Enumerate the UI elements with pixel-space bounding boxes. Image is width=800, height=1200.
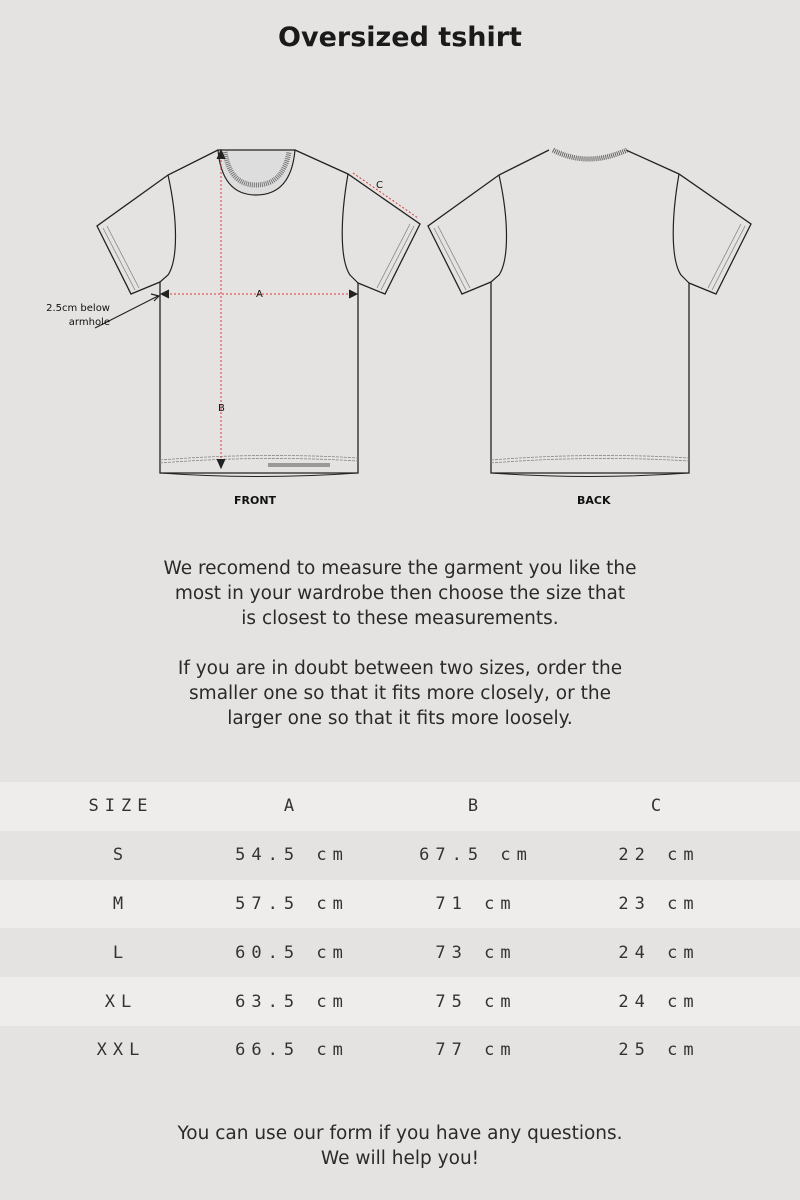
- measure-b-label: B: [218, 403, 225, 414]
- size-cell: XL: [104, 991, 138, 1012]
- header-size: SIZE: [88, 796, 154, 817]
- table-row: M 57.5 cm 71 cm 23 cm: [0, 879, 800, 929]
- text-line: We recomend to measure the garment you l…: [163, 558, 637, 579]
- intro-paragraph-2: If you are in doubt between two sizes, o…: [0, 656, 800, 731]
- measure-a-label: A: [256, 289, 263, 300]
- text-line: most in your wardrobe then choose the si…: [174, 583, 626, 604]
- b-cell: 77 cm: [435, 1040, 517, 1061]
- back-label: BACK: [577, 494, 611, 507]
- text-line: If you are in doubt between two sizes, o…: [177, 658, 623, 679]
- c-cell: 24 cm: [618, 942, 700, 963]
- back-shirt-drawing: [427, 147, 752, 478]
- a-cell: 60.5 cm: [235, 942, 349, 963]
- size-cell: M: [112, 893, 130, 914]
- c-cell: 24 cm: [618, 991, 700, 1012]
- a-cell: 66.5 cm: [235, 1040, 349, 1061]
- size-cell: S: [112, 845, 130, 866]
- page-title: Oversized tshirt: [278, 22, 522, 53]
- b-cell: 67.5 cm: [419, 845, 533, 866]
- text-line: larger one so that it fits more loosely.: [227, 708, 573, 729]
- b-cell: 75 cm: [435, 991, 517, 1012]
- size-table: SIZE A B C S 54.5 cm 67.5 cm 22 cm M 57.…: [0, 782, 800, 1075]
- c-cell: 22 cm: [618, 845, 700, 866]
- table-row: XXL 66.5 cm 77 cm 25 cm: [0, 1026, 800, 1075]
- header-a: A: [283, 796, 301, 817]
- size-cell: L: [112, 942, 130, 963]
- b-cell: 71 cm: [435, 893, 517, 914]
- size-cell: XXL: [96, 1040, 146, 1061]
- table-row: XL 63.5 cm 75 cm 24 cm: [0, 977, 800, 1026]
- table-row: L 60.5 cm 73 cm 24 cm: [0, 928, 800, 977]
- footer-text: You can use our form if you have any que…: [0, 1121, 800, 1171]
- front-label: FRONT: [234, 494, 277, 507]
- c-cell: 25 cm: [618, 1040, 700, 1061]
- a-cell: 63.5 cm: [235, 991, 349, 1012]
- front-shirt-drawing: [94, 148, 421, 478]
- header-c: C: [650, 796, 668, 817]
- b-cell: 73 cm: [435, 942, 517, 963]
- tshirt-diagram: [94, 147, 752, 478]
- header-b: B: [467, 796, 485, 817]
- table-row: S 54.5 cm 67.5 cm 22 cm: [0, 831, 800, 880]
- a-cell: 57.5 cm: [235, 893, 349, 914]
- armhole-note: 2.5cm below armhole: [46, 303, 110, 328]
- measure-c-label: C: [376, 180, 383, 191]
- intro-paragraph-1: We recomend to measure the garment you l…: [0, 556, 800, 631]
- table-header: SIZE A B C: [0, 782, 800, 831]
- a-cell: 54.5 cm: [235, 845, 349, 866]
- text-line: smaller one so that it fits more closely…: [189, 683, 611, 704]
- text-line: is closest to these measurements.: [241, 608, 559, 629]
- c-cell: 23 cm: [618, 893, 700, 914]
- text-line: You can use our form if you have any que…: [177, 1123, 623, 1144]
- text-line: We will help you!: [320, 1148, 480, 1169]
- front-neck-ribbing: [217, 149, 296, 196]
